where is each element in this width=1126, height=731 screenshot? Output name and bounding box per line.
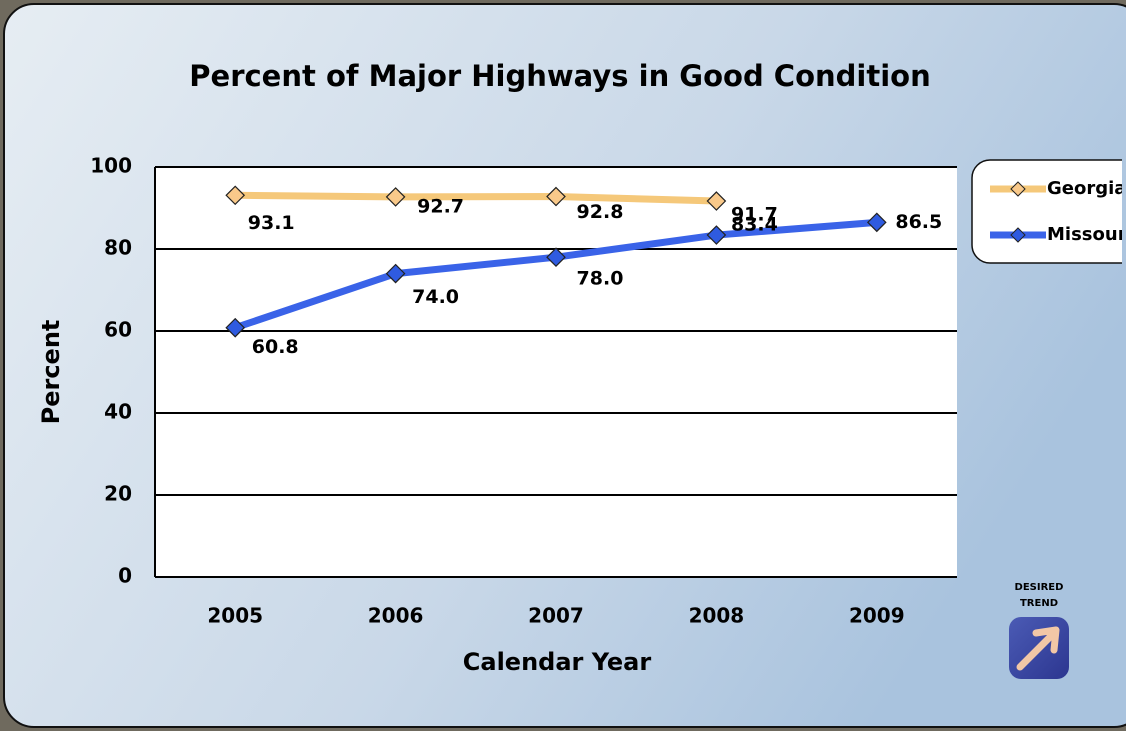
plot [154, 166, 957, 578]
data-label: 60.8 [252, 336, 299, 358]
legend-marker [1010, 227, 1026, 243]
legend-label: Missouri [1047, 224, 1126, 245]
y-tick-label: 0 [118, 564, 132, 588]
marker [706, 191, 727, 211]
data-label: 83.4 [731, 214, 778, 236]
y-tick-label: 40 [104, 400, 132, 424]
x-tick-label: 2005 [207, 604, 263, 628]
legend-box [971, 159, 1122, 264]
y-tick-label: 80 [104, 236, 132, 260]
x-tick-label: 2008 [689, 604, 745, 628]
data-label: 92.7 [417, 195, 464, 217]
marker [225, 317, 246, 338]
marker [385, 187, 406, 207]
data-label: 93.1 [248, 212, 295, 234]
data-label: 78.0 [577, 268, 624, 290]
trend-arrow [1016, 626, 1060, 671]
marker [546, 247, 566, 268]
marker [385, 263, 406, 284]
y-tick-label: 20 [104, 482, 132, 506]
marker [706, 225, 727, 245]
x-axis-label: Calendar Year [463, 648, 652, 676]
y-tick-label: 100 [90, 154, 132, 178]
chart-title: Percent of Major Highways in Good Condit… [189, 59, 930, 93]
legend: Georgia Missouri [990, 178, 1126, 245]
marker [866, 212, 887, 233]
marker [225, 185, 246, 206]
y-tick-label: 60 [104, 318, 132, 342]
x-tick-label: 2006 [368, 604, 424, 628]
plot-area [155, 167, 957, 577]
x-tick-label: 2007 [528, 604, 584, 628]
y-axis-label: Percent [37, 320, 65, 425]
data-label: 92.8 [577, 201, 624, 223]
trend-label: DESIRED [1015, 582, 1064, 593]
legend-clip: Georgia Missouri [971, 159, 1126, 264]
legend-marker [1010, 181, 1026, 197]
legend-label: Georgia [1047, 178, 1126, 199]
x-tick-label: 2009 [849, 604, 905, 628]
data-label: 86.5 [895, 211, 942, 233]
data-label: 74.0 [412, 286, 459, 308]
trend-label: TREND [1020, 598, 1058, 609]
marker [546, 186, 566, 207]
data-label: 91.7 [731, 204, 778, 226]
series-line [235, 191, 717, 205]
